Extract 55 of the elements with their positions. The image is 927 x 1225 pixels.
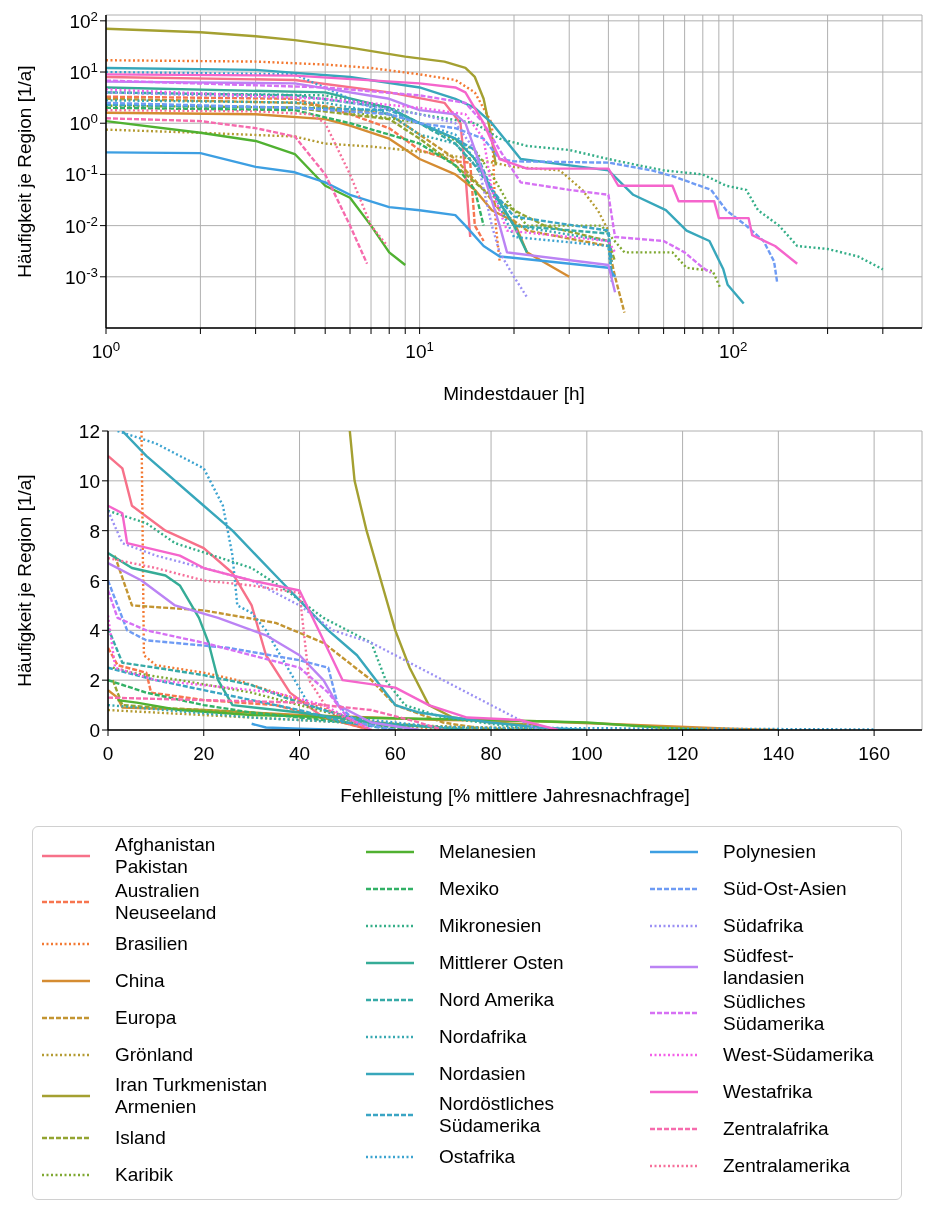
y-tick-label: 6 [89,570,100,592]
legend-label: Iran Turkmenistan Armenien [115,1074,268,1118]
x-axis-title: Fehlleistung [% mittlere Jahresnachfrage] [340,785,690,806]
y-tick-label: 10$^{0}$ [69,110,98,135]
x-tick-label: 100 [570,743,603,764]
legend-label: Ostafrika [439,1145,516,1168]
x-tick-label: 80 [480,743,502,764]
legend-label: Südfest- landasien [723,945,805,989]
y-tick-label: 10$^{-3}$ [65,264,98,288]
y-tick-label: 10$^{1}$ [69,59,98,84]
legend-label: Europa [115,1006,177,1029]
legend-label: Polynesien [723,840,816,863]
legend-label: Melanesien [439,840,537,863]
legend-label: Mexiko [439,877,500,900]
x-tick-label: 40 [288,743,311,764]
y-tick-label: 10 [78,470,100,492]
x-axis-title: Mindestdauer [h] [443,383,585,404]
legend-label: Island [115,1126,166,1149]
legend-label: Süd-Ost-Asien [723,877,847,900]
x-tick-label: 20 [193,743,215,764]
legend-label: Westafrika [723,1080,813,1103]
y-tick-label: 4 [89,620,101,642]
legend-label: Karibik [115,1163,174,1186]
x-tick-label: 10$^{2}$ [718,338,748,362]
legend-label: Nordöstliches Südamerika [439,1093,555,1137]
legend-label: Zentralafrika [723,1117,829,1140]
y-axis-title: Häufigkeit je Region [1/a] [13,65,35,278]
x-tick-label: 160 [858,743,890,764]
legend-label: Mittlerer Osten [439,951,564,974]
y-tick-label: 0 [89,720,100,741]
legend-label: Brasilien [115,932,188,955]
legend-label: Australien Neuseeland [115,880,217,924]
y-tick-label: 2 [89,670,100,692]
x-tick-label: 10$^{1}$ [405,338,434,362]
legend-label: Grönland [115,1043,194,1066]
x-tick-label: 140 [762,743,795,764]
y-tick-label: 10$^{-1}$ [65,161,98,186]
legend-label: Nordasien [439,1062,526,1085]
y-tick-label: 8 [89,520,100,542]
legend-label: Nordafrika [439,1025,527,1048]
legend-label: Afghanistan Pakistan [115,834,216,878]
legend-label: Südliches Südamerika [723,991,825,1035]
legend-label: Mikronesien [439,914,542,937]
legend-label: West-Südamerika [723,1043,874,1066]
legend-label: Zentralamerika [723,1154,850,1177]
y-tick-label: 10$^{2}$ [69,8,98,32]
x-tick-label: 120 [666,743,699,764]
legend-label: Südafrika [723,914,804,937]
y-axis-title: Häufigkeit je Region [1/a] [13,474,35,687]
x-tick-label: 0 [102,743,114,764]
y-tick-label: 12 [78,421,100,442]
legend-label: China [115,969,165,992]
y-tick-label: 10$^{-2}$ [65,213,98,237]
x-tick-label: 60 [384,743,406,764]
legend-label: Nord Amerika [439,988,555,1011]
